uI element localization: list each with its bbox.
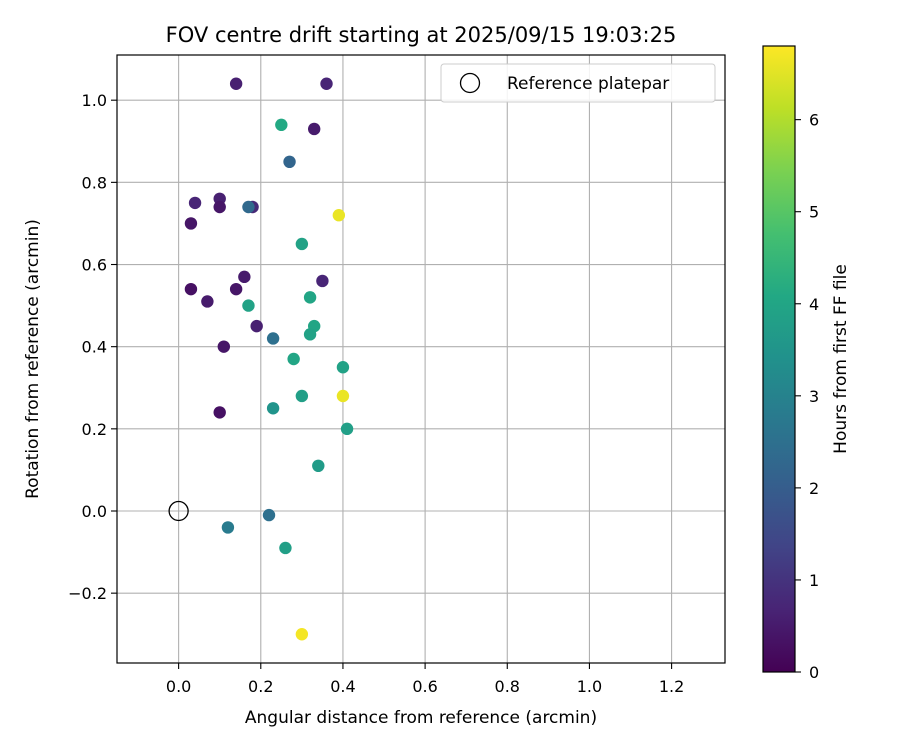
y-tick-label: 1.0 [82,91,107,110]
x-tick-label: 0.2 [248,677,273,696]
data-point [295,628,309,641]
data-point [336,389,350,403]
x-axis-ticks: 0.0 0.2 0.4 0.6 0.8 1.0 1.2 [166,663,684,696]
data-point [340,422,354,436]
colorbar-label: Hours from first FF file [831,264,851,454]
data-point [307,122,321,136]
y-tick-label: 0.0 [82,502,107,521]
grid-lines [117,55,725,663]
data-point [303,291,317,304]
data-point [217,340,231,353]
data-point [295,237,309,251]
data-point [229,282,243,296]
y-tick-label: −0.2 [68,584,107,603]
legend: Reference platepar [440,63,716,103]
data-point [188,196,202,210]
data-point [279,541,292,555]
data-point [184,217,198,230]
x-tick-label: 1.0 [577,677,602,696]
data-point [316,274,329,288]
colorbar-tick-label: 6 [809,111,819,130]
y-tick-label: 0.2 [82,420,107,439]
y-axis-label: Rotation from reference (arcmin) [23,219,43,499]
colorbar-tick-label: 0 [809,663,819,682]
data-point [229,77,243,90]
data-point [184,282,198,296]
x-tick-label: 0.8 [495,677,520,696]
colorbar-tick-label: 1 [809,571,819,590]
colorbar-tick-label: 2 [809,479,819,498]
data-point [221,521,235,534]
colorbar-tick-label: 5 [809,203,819,222]
y-tick-label: 0.6 [82,256,107,275]
x-tick-label: 1.2 [659,677,684,696]
data-point [320,77,333,90]
data-point [242,299,255,312]
x-tick-label: 0.0 [166,677,191,696]
data-point [312,459,325,473]
x-tick-label: 0.4 [330,677,355,696]
data-point [303,328,317,341]
data-point [295,389,309,403]
y-tick-label: 0.4 [82,338,107,357]
data-point [201,295,214,308]
data-point [266,332,280,345]
legend-box [440,63,716,103]
data-point [242,200,255,214]
data-point [266,402,280,415]
reference-platepar-marker [168,500,189,522]
data-point [275,118,288,132]
chart-title: FOV centre drift starting at 2025/09/15 … [166,23,677,47]
colorbar-frame [762,45,796,673]
x-axis-label: Angular distance from reference (arcmin) [245,708,597,728]
data-point [287,352,300,366]
y-axis-ticks: −0.2 0.0 0.2 0.4 0.6 0.8 1.0 [68,91,117,603]
x-tick-label: 0.6 [412,677,437,696]
colorbar-gradient [763,46,795,672]
data-point [213,406,226,419]
colorbar-tick-label: 4 [809,295,819,314]
legend-reference-marker [459,72,481,94]
data-point [283,155,296,169]
colorbar-tick-label: 3 [809,387,819,406]
data-point [336,361,350,374]
colorbar-ticks: 0 1 2 3 4 5 6 [795,111,819,682]
data-point [238,270,251,284]
colorbar: 0 1 2 3 4 5 6 Hours from first FF file [762,45,851,682]
data-point [250,319,263,333]
data-point [213,200,226,214]
data-points [168,77,354,641]
legend-entry-label: Reference platepar [507,74,669,94]
y-tick-label: 0.8 [82,173,107,192]
data-point [332,209,346,222]
data-point [262,508,276,522]
plot-frame [116,54,726,664]
